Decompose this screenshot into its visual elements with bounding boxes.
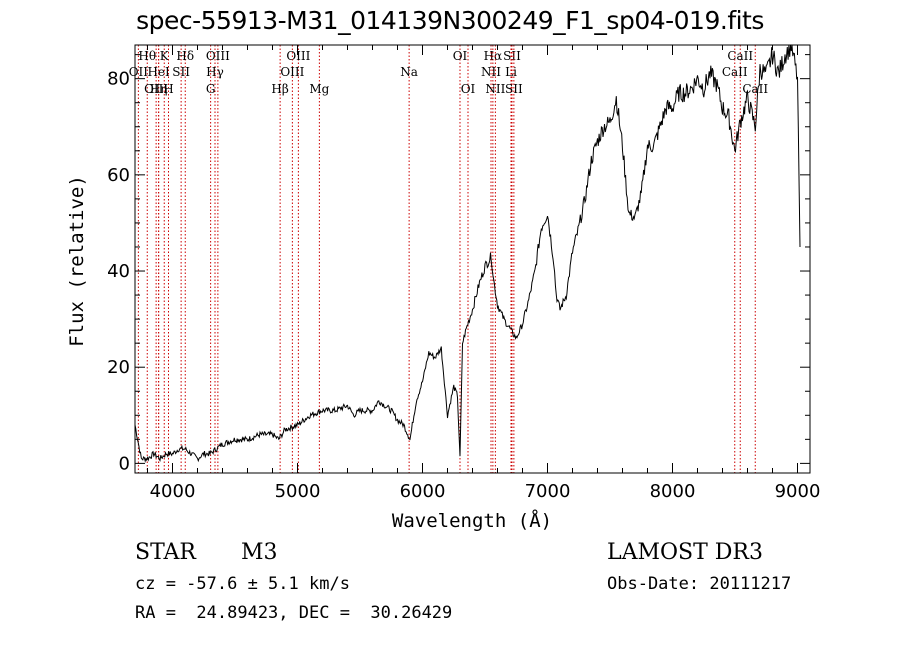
line-label-25: CaII	[727, 49, 753, 63]
x-tick-label-3: 7000	[525, 481, 571, 502]
redshift-cz: cz = -57.6 ± 5.1 km/s	[135, 574, 350, 594]
line-label-22: Li	[505, 65, 517, 79]
line-label-21: NII	[481, 65, 501, 79]
line-label-13: OIII	[286, 49, 310, 63]
line-label-7: SII	[172, 65, 190, 79]
x-tick-label-0: 4000	[150, 481, 196, 502]
line-label-17: OI	[453, 49, 468, 63]
line-label-6: H	[163, 82, 173, 96]
x-tick-label-4: 8000	[650, 481, 696, 502]
line-label-10: Hγ	[206, 65, 224, 79]
line-label-20: SII	[503, 49, 521, 63]
line-label-19: Hα	[484, 49, 503, 63]
line-label-26: CaII	[722, 65, 748, 79]
survey-name: LAMOST DR3	[607, 540, 763, 565]
line-label-24: SII	[505, 82, 523, 96]
coordinates: RA = 24.89423, DEC = 30.26429	[135, 603, 453, 623]
line-label-2: OIII	[144, 82, 168, 96]
object-subclass: M3	[241, 540, 278, 565]
line-label-23: NII	[485, 82, 505, 96]
line-label-15: Mg	[309, 82, 329, 96]
line-label-11: G	[206, 82, 216, 96]
x-axis-label: Wavelength (Å)	[391, 510, 553, 532]
chart-title: spec-55913-M31_014139N300249_F1_sp04-019…	[136, 6, 764, 35]
object-type: STAR	[135, 540, 196, 565]
line-label-5: Hη	[150, 82, 168, 96]
observation-date: Obs-Date: 20111217	[607, 574, 792, 594]
y-tick-label-1: 20	[107, 357, 130, 378]
x-tick-label-1: 5000	[275, 481, 321, 502]
plot-frame	[134, 44, 811, 474]
y-tick-label-0: 0	[119, 453, 130, 474]
y-tick-label-3: 60	[107, 165, 130, 186]
line-label-8: Hδ	[176, 49, 194, 63]
x-tick-label-5: 9000	[775, 481, 821, 502]
line-label-12: Hβ	[271, 82, 288, 96]
x-tick-label-2: 6000	[400, 481, 446, 502]
line-label-9: OIII	[206, 49, 230, 63]
line-label-16: Na	[400, 65, 418, 79]
y-tick-label-2: 40	[107, 261, 130, 282]
line-label-4: HeI	[147, 65, 170, 79]
spectrum-line	[134, 44, 801, 463]
y-tick-label-4: 80	[107, 69, 130, 90]
line-label-0: Hθ	[138, 49, 156, 63]
line-label-3: K	[160, 49, 170, 63]
line-label-27: CaII	[742, 82, 768, 96]
line-label-14: OIII	[280, 65, 304, 79]
line-label-18: OI	[461, 82, 476, 96]
line-label-1: OII	[129, 65, 149, 79]
